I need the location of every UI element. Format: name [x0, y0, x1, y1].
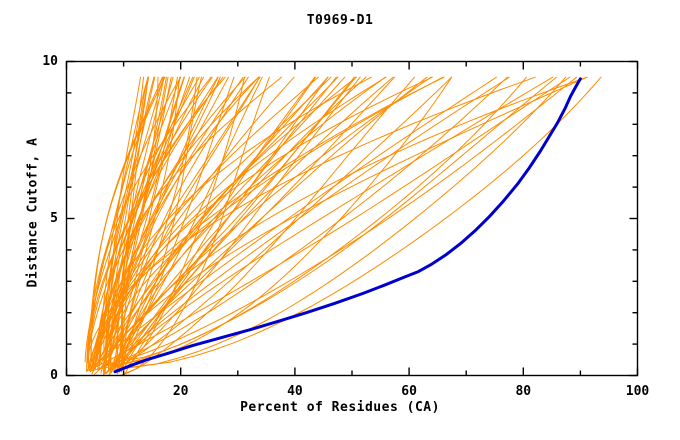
data-curves-layer	[84, 76, 602, 376]
y-tick-label: 5	[50, 210, 58, 226]
x-tick-label: 0	[62, 383, 71, 399]
x-axis-label: Percent of Residues (CA)	[240, 400, 440, 415]
x-tick-label: 20	[172, 383, 189, 399]
y-tick-label: 0	[50, 367, 58, 383]
y-tick-label: 10	[42, 53, 58, 69]
chart-title: T0969-D1	[306, 13, 374, 28]
x-tick-label: 100	[625, 383, 650, 399]
x-tick-label: 60	[401, 383, 417, 399]
axis-frame-layer	[65, 60, 639, 377]
x-tick-label: 40	[287, 383, 303, 399]
x-tick-label: 80	[515, 383, 532, 399]
